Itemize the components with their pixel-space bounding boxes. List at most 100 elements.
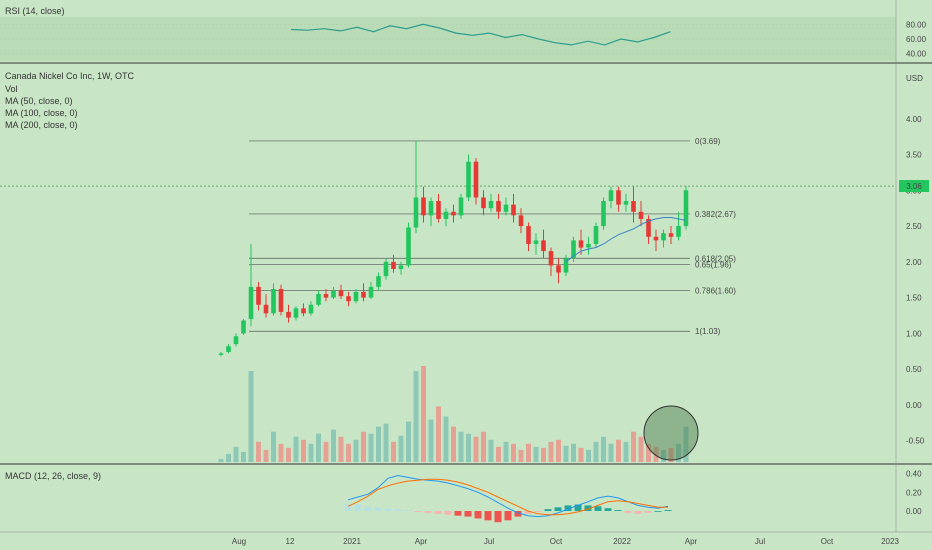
price-tick-label: 0.00: [906, 401, 922, 410]
fib-level-label: 0.618(2.05): [695, 254, 736, 263]
volume-bar: [286, 447, 291, 462]
macd-histogram-bar: [394, 509, 402, 511]
candle-body: [466, 161, 471, 198]
candle-body: [608, 190, 614, 202]
candle-body: [286, 311, 291, 318]
indicator-label: MA (50, close, 0): [5, 96, 73, 106]
indicator-label: Vol: [5, 84, 18, 94]
candle-body: [323, 294, 329, 298]
candle-body: [308, 304, 314, 314]
volume-bar: [488, 439, 494, 462]
candle-body: [638, 211, 644, 219]
rsi-title: RSI (14, close): [5, 6, 65, 16]
macd-histogram-bar: [654, 511, 662, 512]
candle-body: [353, 291, 359, 302]
volume-bar: [338, 436, 344, 462]
candle-body: [398, 265, 404, 269]
macd-histogram-bar: [454, 511, 462, 516]
macd-histogram-bar: [484, 511, 492, 521]
volume-bar: [638, 436, 644, 462]
candle-body: [301, 308, 306, 314]
price-tick-label: 1.50: [906, 294, 922, 303]
candle-body: [541, 240, 546, 252]
volume-bar: [593, 441, 599, 462]
volume-bar: [443, 416, 449, 462]
volume-bar: [571, 443, 576, 462]
volume-bar: [661, 449, 666, 462]
macd-histogram-bar: [554, 507, 562, 511]
candle-body: [526, 226, 531, 244]
volume-bar: [608, 443, 614, 462]
time-tick-label: 2022: [613, 537, 631, 546]
candle-body: [226, 346, 231, 352]
volume-bar: [646, 443, 651, 462]
candle-body: [556, 265, 561, 273]
time-tick-label: 12: [286, 537, 295, 546]
candle-body: [421, 197, 426, 216]
macd-histogram-bar: [544, 509, 552, 511]
candle-body: [383, 261, 389, 277]
macd-histogram-bar: [614, 510, 622, 511]
volume-bar: [368, 433, 374, 462]
macd-histogram-bar: [354, 504, 362, 511]
candle-body: [578, 240, 584, 248]
macd-tick-label: 0.00: [906, 507, 922, 516]
candle-body: [533, 240, 539, 244]
candle-body: [601, 201, 606, 227]
fib-level-label: 0.65(1.96): [695, 261, 732, 270]
volume-bar: [256, 441, 261, 462]
volume-bar: [676, 443, 681, 462]
price-title: Canada Nickel Co Inc, 1W, OTC: [5, 71, 135, 81]
time-tick-label: 2023: [881, 537, 899, 546]
candle-body: [413, 197, 419, 228]
volume-bar: [466, 433, 471, 462]
indicator-label: MA (100, close, 0): [5, 108, 78, 118]
volume-bar: [353, 439, 359, 462]
time-tick-label: Jul: [484, 537, 494, 546]
volume-bar: [263, 449, 269, 462]
candle-body: [248, 286, 254, 320]
candle-body: [548, 251, 554, 266]
volume-bar: [668, 447, 674, 462]
indicator-label: MA (200, close, 0): [5, 120, 78, 130]
volume-bar: [346, 443, 351, 462]
candle-body: [586, 243, 591, 248]
macd-tick-label: 0.20: [906, 488, 922, 497]
volume-bar: [496, 446, 501, 462]
macd-tick-label: 0.40: [906, 470, 922, 479]
candle-body: [683, 190, 689, 227]
volume-bar: [376, 426, 381, 462]
macd-histogram-bar: [434, 511, 442, 514]
macd-line: [347, 474, 669, 518]
candle-body: [428, 201, 434, 216]
candle-body: [646, 218, 651, 237]
volume-bar: [653, 446, 659, 462]
candle-body: [436, 201, 441, 219]
candle-body: [368, 286, 374, 298]
volume-bar: [473, 436, 479, 462]
volume-bar: [241, 451, 246, 462]
fib-level-label: 1(1.03): [695, 327, 721, 336]
candle-body: [346, 296, 351, 302]
volume-bar: [683, 426, 689, 462]
macd-histogram-bar: [504, 511, 512, 521]
volume-bar: [578, 447, 584, 462]
macd-histogram-bar: [464, 511, 472, 517]
volume-bar: [533, 446, 539, 462]
currency-unit: USD: [906, 74, 923, 83]
candle-body: [661, 233, 666, 241]
volume-bar: [481, 431, 486, 462]
candle-body: [443, 211, 449, 219]
candle-body: [503, 204, 509, 212]
macd-histogram-bar: [444, 511, 452, 515]
fib-level-label: 0.786(1.60): [695, 286, 736, 295]
volume-bar: [316, 433, 321, 462]
rsi-tick-label: 80.00: [906, 20, 927, 29]
candle-body: [518, 215, 524, 227]
macd-histogram-bar: [624, 511, 632, 513]
volume-bar: [391, 441, 396, 462]
price-tick-label: 1.00: [906, 329, 922, 338]
